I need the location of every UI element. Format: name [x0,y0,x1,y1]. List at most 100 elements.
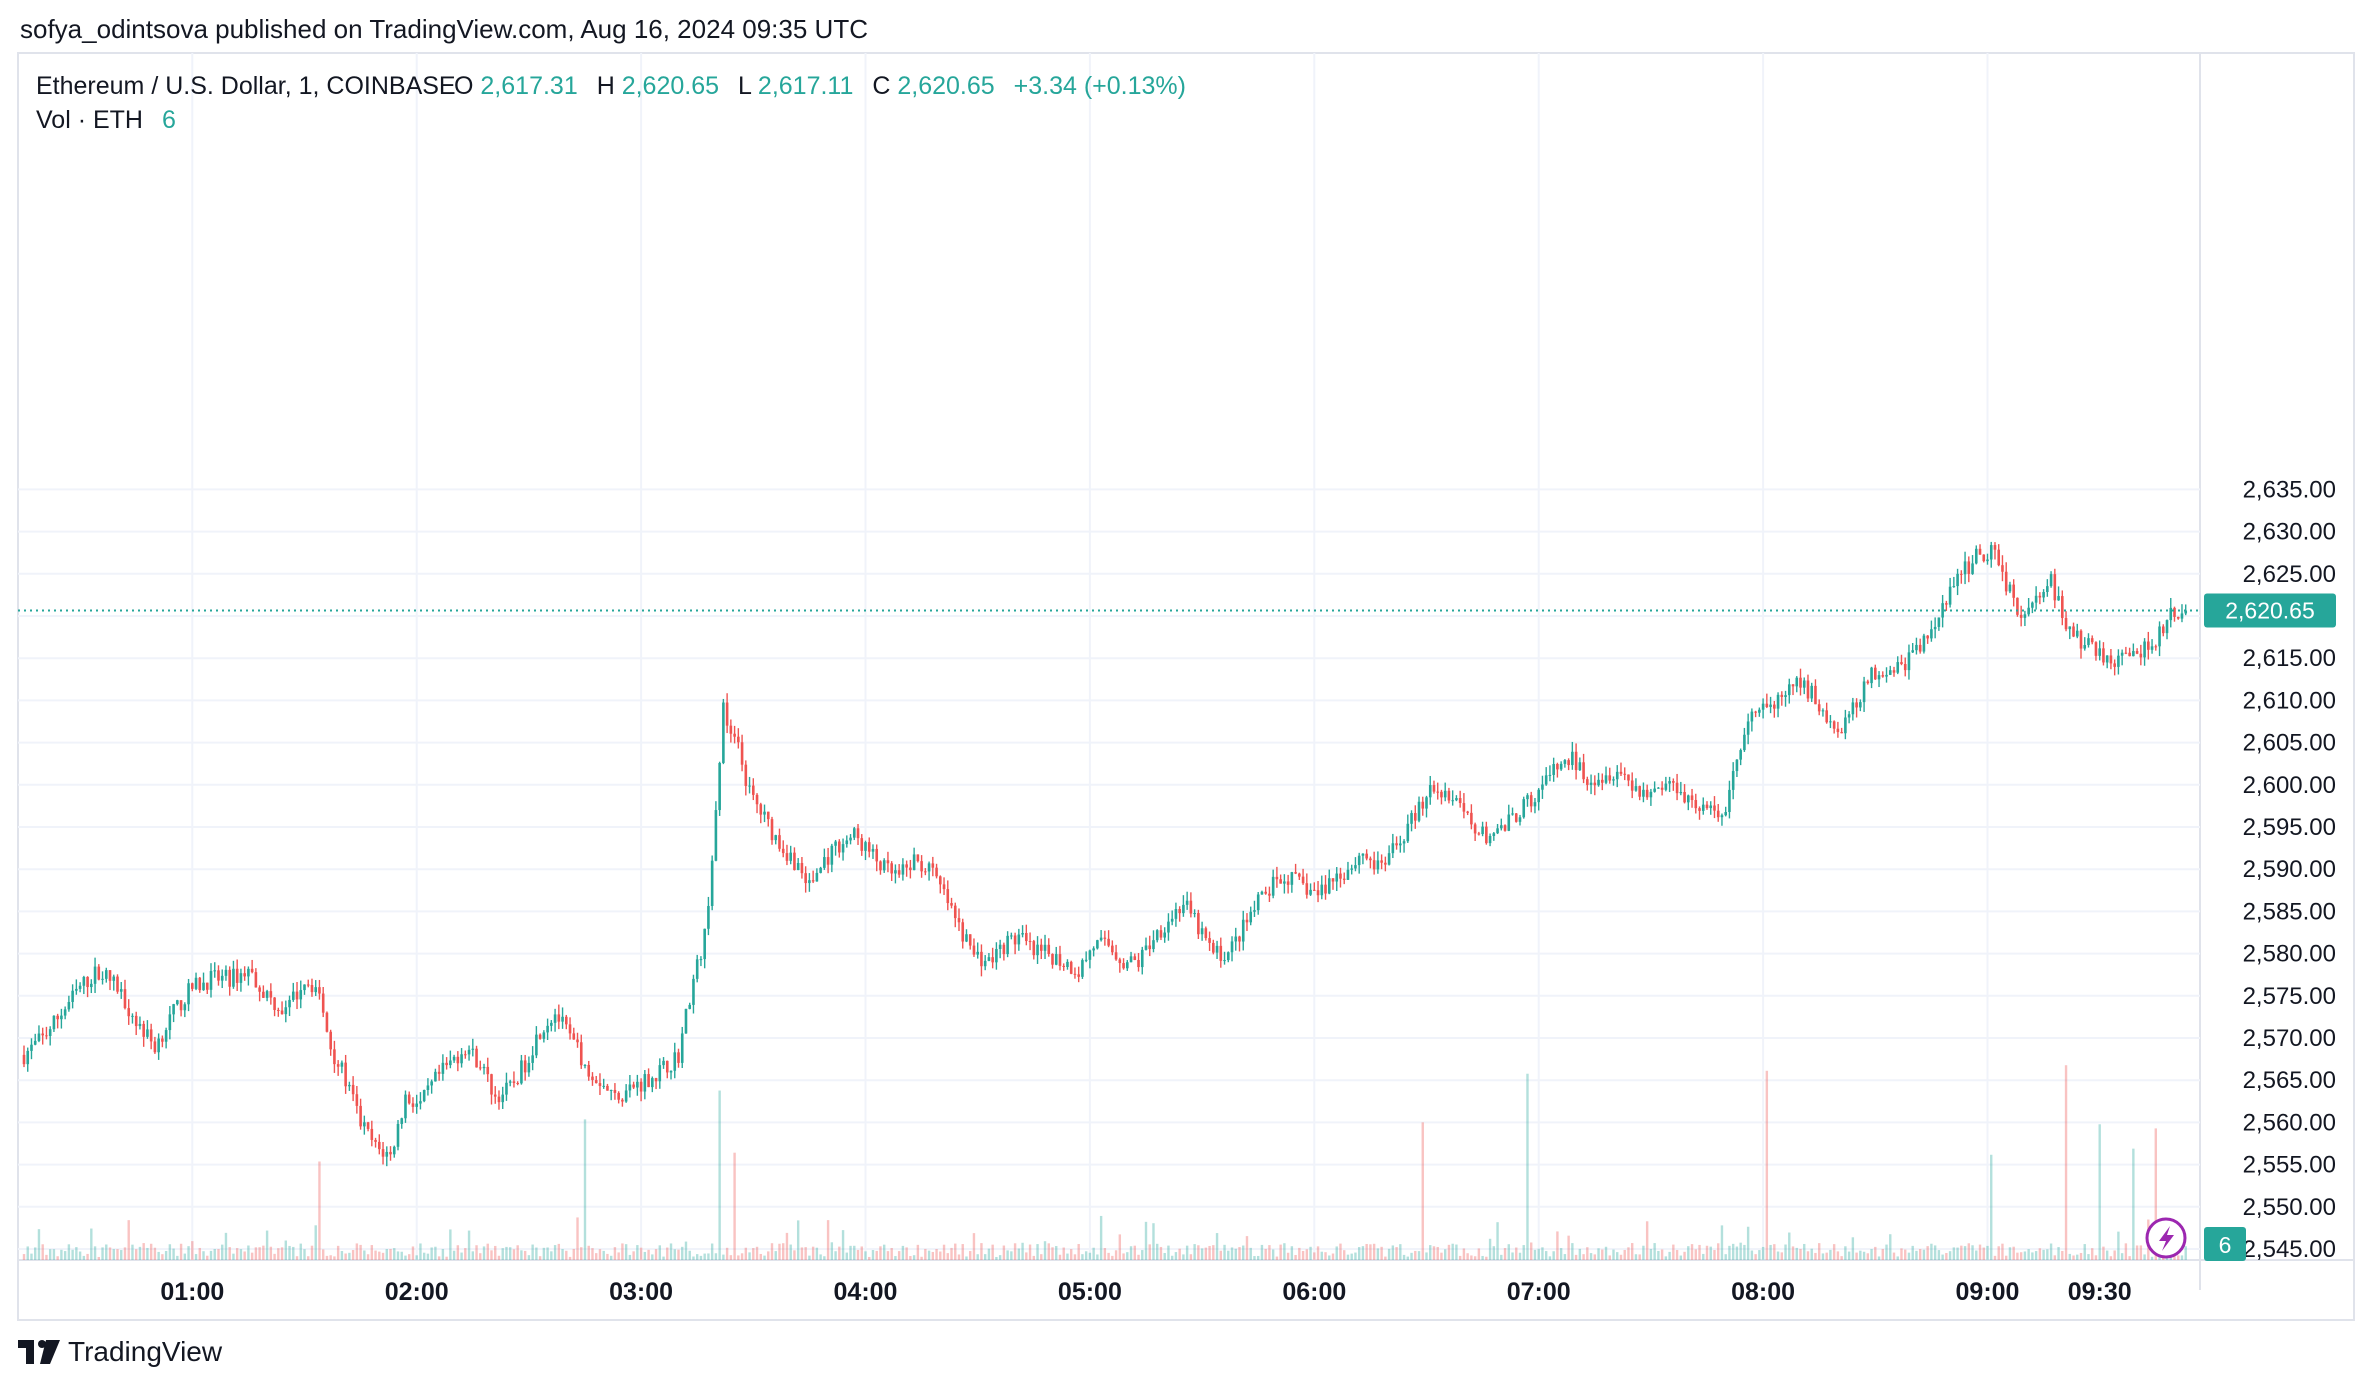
volume-bar [108,1247,112,1260]
candle-body [1006,935,1009,955]
volume-bar [1829,1249,1832,1260]
candle-body [1170,918,1174,922]
volume-bar [2005,1255,2008,1260]
volume-bar [471,1251,474,1260]
volume-bar [1773,1244,1776,1260]
candle-body [1384,862,1387,865]
volume-bar [729,1255,733,1260]
candle-body [602,1085,605,1087]
volume-bar [2150,1256,2154,1260]
volume-bar [1230,1247,1234,1260]
candle-body [2072,626,2075,637]
candle-body [250,968,254,973]
candle-body [639,1081,643,1092]
volume-bar [1507,1244,1510,1260]
candle-body [804,873,807,884]
candle-body [1731,771,1735,790]
volume-bar [886,1251,890,1260]
candle-body [1941,603,1944,618]
candle-body [1017,934,1021,945]
candle-body [1836,728,1840,733]
tradingview-logo[interactable]: TradingView [18,1336,222,1368]
candle-body [1825,710,1828,723]
candle-body [1915,644,1918,651]
candle-body [823,857,826,868]
volume-bar [1107,1252,1110,1260]
volume-bar [340,1251,344,1260]
candle-body [1754,711,1757,713]
candle-body [770,819,774,841]
volume-bar [1294,1255,1297,1260]
candle-body [321,993,325,1013]
volume-bar [1889,1234,1892,1260]
volume-bar [400,1251,403,1260]
volume-bar [1099,1215,1103,1260]
candle-body [1926,635,1929,639]
candle-body [1563,760,1567,764]
volume-bar [535,1247,538,1260]
candle-body [1320,884,1324,896]
candle-body [239,973,243,983]
candle-body [2161,626,2165,634]
volume-bar [2001,1243,2004,1260]
volume-bar [1331,1253,1335,1260]
candle-body [516,1082,519,1084]
candle-body [688,1004,692,1009]
candle-body [1672,781,1675,783]
candle-body [318,987,321,994]
candle-body [336,1064,340,1067]
volume-bar [187,1246,190,1260]
candle-body [1653,788,1656,792]
candle-body [1350,868,1353,870]
volume-bar [737,1255,740,1260]
volume-bar [26,1246,29,1260]
volume-bar [366,1254,370,1260]
candle-body [1713,805,1716,811]
volume-bar [303,1249,306,1260]
time-tick-label: 03:00 [609,1278,673,1306]
price-tick-label: 2,595.00 [2243,814,2336,841]
volume-bar [1963,1246,1967,1260]
candle-body [1612,779,1615,781]
volume-bar [1933,1245,1937,1260]
volume-bar [1930,1243,1933,1260]
volume-bar [2046,1249,2049,1260]
volume-bar [916,1244,920,1260]
candle-body [1069,961,1073,974]
time-axis[interactable]: 01:00 02:00 03:00 04:00 05:00 06:00 07:00 08:00… [160,1278,2131,1306]
candle-body [430,1081,433,1086]
volume-bar [2139,1245,2143,1260]
candle-body [493,1094,497,1097]
candle-body [280,1010,284,1015]
volume-bar [2031,1252,2034,1260]
candle-body [572,1033,576,1040]
candle-body [258,987,261,992]
volume-bar [183,1253,187,1260]
volume-bar [1406,1256,1409,1260]
candle-body [710,860,714,906]
candle-body [1933,626,1937,630]
candle-body [1271,876,1275,896]
volume-bar [71,1249,74,1260]
volume-bar [1170,1255,1174,1260]
candle-body [1167,921,1170,933]
candle-body [396,1123,400,1147]
candle-body [1200,928,1204,935]
volume-bar [1451,1243,1454,1260]
candle-body [1597,779,1600,786]
volume-bar [497,1255,501,1260]
candle-body [1802,680,1806,688]
candle-body [1844,717,1847,734]
candle-body [348,1084,351,1087]
candle-body [579,1042,583,1066]
volume-bar [2057,1247,2060,1260]
volume-bar [494,1245,497,1260]
lightning-icon[interactable] [2145,1217,2187,1259]
candle-body [1918,644,1922,652]
candle-body [1627,774,1630,781]
volume-bar [1552,1251,1555,1260]
volume-bar [1687,1246,1690,1260]
candle-body [860,838,864,851]
candle-body [632,1084,635,1088]
